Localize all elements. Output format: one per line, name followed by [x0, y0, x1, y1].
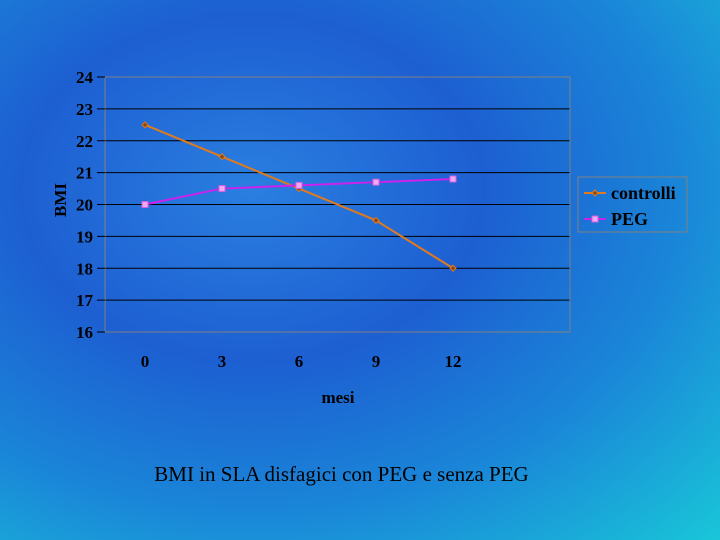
legend-box: [577, 176, 688, 233]
data-point-PEG: [372, 178, 380, 186]
data-point-controlli: [449, 264, 457, 272]
y-tick-label: 23: [76, 100, 93, 119]
x-tick-label: 6: [295, 352, 304, 371]
x-tick-label: 12: [445, 352, 462, 371]
legend-label-controlli: controlli: [611, 183, 676, 203]
x-tick-label: 9: [372, 352, 381, 371]
x-tick-label: 0: [141, 352, 150, 371]
y-tick-label: 21: [76, 164, 93, 183]
legend: controlli PEG: [577, 176, 688, 233]
y-tick-label: 24: [76, 68, 94, 87]
x-axis-ticks: 0 3 6 9 12: [141, 352, 462, 371]
y-tick-label: 20: [76, 196, 93, 215]
chart-caption: BMI in SLA disfagici con PEG e senza PEG: [154, 462, 529, 486]
series-group: [141, 121, 457, 272]
y-tick-label: 22: [76, 132, 93, 151]
y-axis-ticks: 16 17 18 19 20 21 22 23 24: [76, 68, 105, 342]
legend-marker-PEG: [591, 215, 599, 223]
y-tick-label: 19: [76, 227, 93, 246]
data-point-controlli: [218, 152, 226, 161]
legend-label-PEG: PEG: [611, 209, 648, 229]
y-tick-label: 16: [76, 323, 93, 342]
legend-marker-controlli: [591, 189, 599, 197]
data-point-PEG: [218, 185, 226, 193]
data-point-controlli: [372, 216, 380, 225]
series-line-controlli: [144, 123, 454, 270]
data-point-controlli: [141, 121, 149, 129]
y-tick-label: 18: [76, 259, 93, 278]
y-axis-title: BMI: [51, 183, 70, 217]
x-axis-title: mesi: [321, 388, 354, 407]
data-point-PEG: [295, 181, 303, 189]
x-tick-label: 3: [218, 352, 227, 371]
data-point-PEG: [141, 201, 149, 208]
y-tick-label: 17: [76, 291, 94, 310]
data-point-PEG: [449, 175, 457, 183]
